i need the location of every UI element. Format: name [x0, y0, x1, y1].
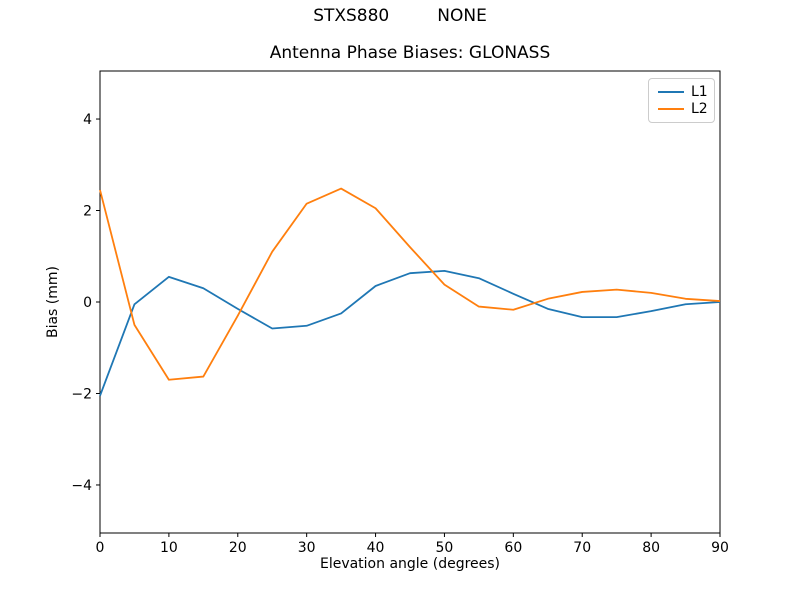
legend-line-swatch-l2: [658, 108, 684, 111]
x-tick-label: 70: [573, 540, 591, 556]
axes-border: [99, 70, 721, 534]
series-line-l2: [99, 187, 721, 381]
y-tick-label: −4: [71, 478, 92, 494]
x-tick-label: 0: [96, 540, 105, 556]
x-tick-label: 10: [160, 540, 178, 556]
legend-entry-l1: L1: [649, 85, 714, 99]
y-tick-label: 2: [83, 204, 92, 220]
y-tick-label: 4: [83, 112, 92, 128]
suptitle-radome: NONE: [437, 6, 487, 26]
x-tick-label: 80: [642, 540, 660, 556]
y-axis-label: Bias (mm): [45, 265, 61, 339]
x-tick-label: 60: [504, 540, 522, 556]
y-tick-label: 0: [83, 295, 92, 311]
suptitle-station: STXS880: [313, 6, 390, 26]
y-tick-label: −2: [71, 386, 92, 402]
figure-suptitle: STXS880 NONE: [0, 8, 800, 25]
x-tick-label: 90: [711, 540, 729, 556]
x-tick-label: 30: [298, 540, 316, 556]
x-axis-label: Elevation angle (degrees): [319, 556, 501, 572]
x-tick-label: 50: [436, 540, 454, 556]
legend-label-l1: L1: [691, 83, 708, 100]
chart-title: Antenna Phase Biases: GLONASS: [269, 43, 551, 63]
legend-entry-l2: L2: [649, 102, 714, 116]
x-tick-label: 40: [367, 540, 385, 556]
series-line-l1: [99, 269, 721, 397]
x-tick-label: 20: [229, 540, 247, 556]
legend-label-l2: L2: [691, 101, 708, 118]
legend: L1 L2: [648, 78, 715, 123]
legend-line-swatch-l1: [658, 90, 684, 93]
